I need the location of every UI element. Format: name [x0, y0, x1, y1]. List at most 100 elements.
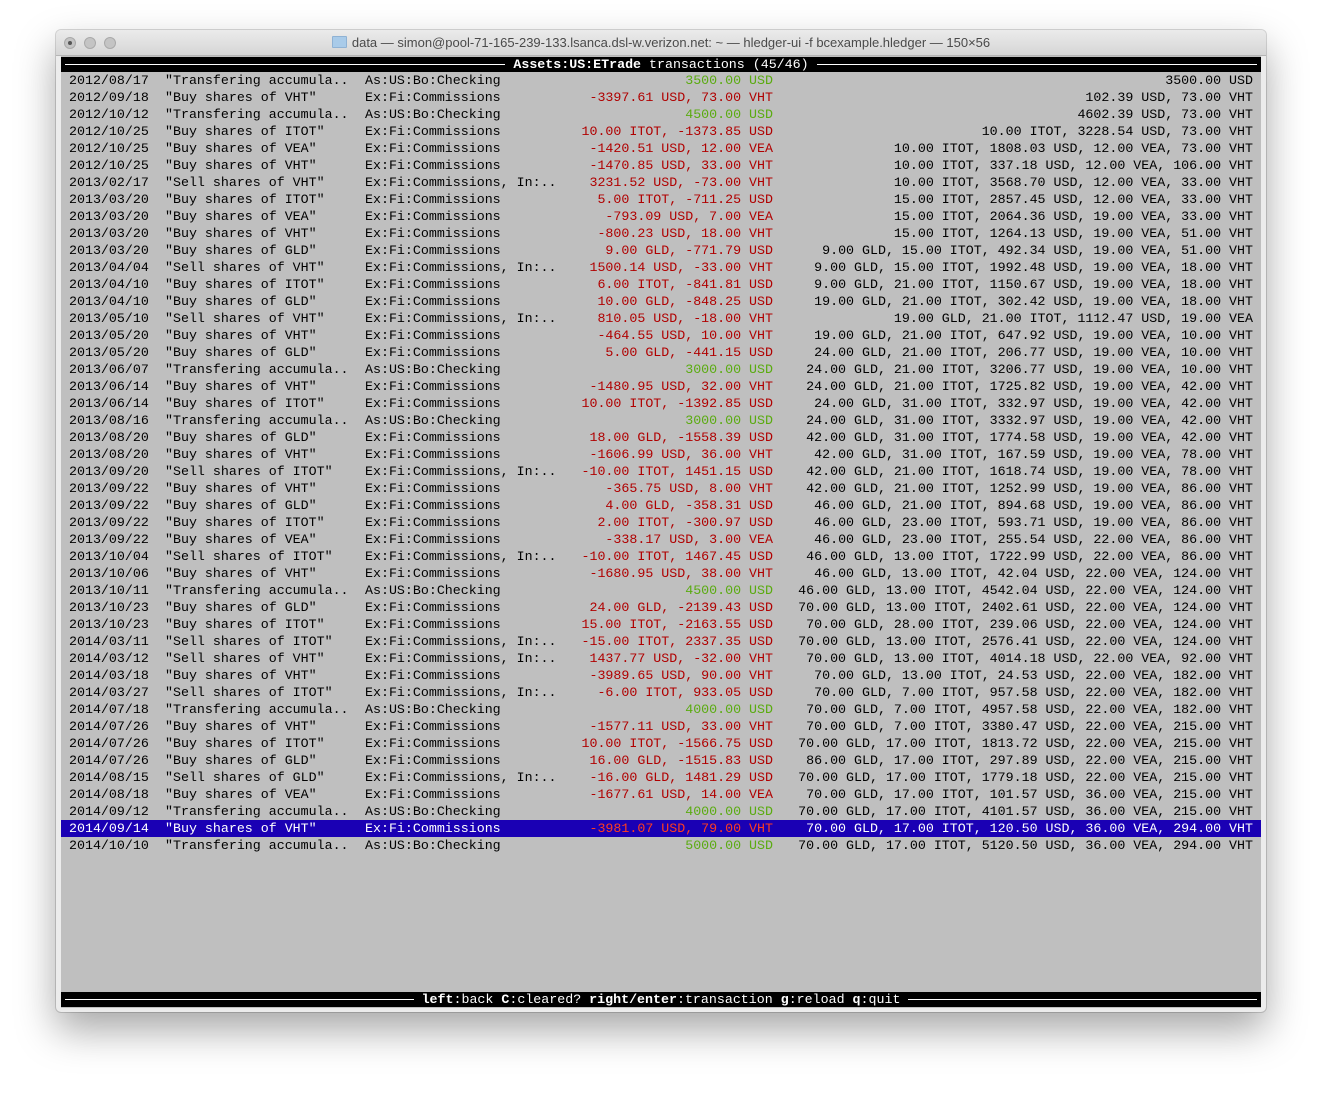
row-account: Ex:Fi:Commissions [365, 396, 501, 411]
row-balance: 24.00 GLD, 31.00 ITOT, 3332.97 USD, 19.0… [806, 413, 1253, 428]
transaction-row[interactable]: 2013/10/04 "Sell shares of ITOT" Ex:Fi:Com… [61, 548, 1261, 565]
transaction-row[interactable]: 2013/09/22 "Buy shares of ITOT" Ex:Fi:Comm… [61, 514, 1261, 531]
row-balance: 46.00 GLD, 21.00 ITOT, 894.68 USD, 19.00… [814, 498, 1253, 513]
transaction-row[interactable]: 2012/10/25 "Buy shares of VHT" Ex:Fi:Commi… [61, 157, 1261, 174]
transaction-row[interactable]: 2014/10/10 "Transfering accumula.. As:US:B… [61, 837, 1261, 854]
transaction-row[interactable]: 2014/03/12 "Sell shares of VHT" Ex:Fi:Comm… [61, 650, 1261, 667]
row-date: 2012/10/25 [69, 158, 149, 173]
transaction-row[interactable]: 2013/04/10 "Buy shares of ITOT" Ex:Fi:Comm… [61, 276, 1261, 293]
row-description: "Buy shares of VHT" [165, 719, 317, 734]
row-amount: 4500.00 USD [685, 583, 773, 598]
row-account: Ex:Fi:Commissions [365, 124, 501, 139]
row-description: "Buy shares of VEA" [165, 532, 317, 547]
row-date: 2014/07/26 [69, 719, 149, 734]
row-account: Ex:Fi:Commissions [365, 209, 501, 224]
footer-key: C [501, 992, 510, 1007]
transaction-row[interactable]: 2012/09/18 "Buy shares of VHT" Ex:Fi:Commi… [61, 89, 1261, 106]
terminal[interactable]: Assets:US:ETrade transactions (45/46) 20… [61, 56, 1261, 1008]
transaction-row[interactable]: 2012/10/25 "Buy shares of ITOT" Ex:Fi:Comm… [61, 123, 1261, 140]
transaction-row[interactable]: 2013/03/20 "Buy shares of VEA" Ex:Fi:Commi… [61, 208, 1261, 225]
transaction-row[interactable]: 2013/03/20 "Buy shares of GLD" Ex:Fi:Commi… [61, 242, 1261, 259]
transaction-list[interactable]: 2012/08/17 "Transfering accumula.. As:US:B… [61, 72, 1261, 854]
transaction-row[interactable]: 2013/04/04 "Sell shares of VHT" Ex:Fi:Comm… [61, 259, 1261, 276]
transaction-row[interactable]: 2013/09/22 "Buy shares of VEA" Ex:Fi:Commi… [61, 531, 1261, 548]
transaction-row[interactable]: 2013/09/22 "Buy shares of GLD" Ex:Fi:Commi… [61, 497, 1261, 514]
transaction-row[interactable]: 2013/04/10 "Buy shares of GLD" Ex:Fi:Commi… [61, 293, 1261, 310]
row-date: 2012/10/12 [69, 107, 149, 122]
row-account: As:US:Bo:Checking [365, 362, 501, 377]
row-account: Ex:Fi:Commissions, In:.. [365, 634, 557, 649]
footer-key: q [852, 992, 861, 1007]
footer-action[interactable]: reload [796, 992, 845, 1007]
row-amount: 5.00 ITOT, -711.25 USD [597, 192, 773, 207]
row-amount: 2.00 ITOT, -300.97 USD [597, 515, 773, 530]
transaction-row[interactable]: 2014/07/26 "Buy shares of VHT" Ex:Fi:Commi… [61, 718, 1261, 735]
transaction-row[interactable]: 2013/03/20 "Buy shares of VHT" Ex:Fi:Commi… [61, 225, 1261, 242]
row-balance: 86.00 GLD, 17.00 ITOT, 297.89 USD, 22.00… [806, 753, 1253, 768]
row-date: 2013/02/17 [69, 175, 149, 190]
transaction-row[interactable]: 2013/08/20 "Buy shares of GLD" Ex:Fi:Commi… [61, 429, 1261, 446]
row-amount: -1420.51 USD, 12.00 VEA [589, 141, 773, 156]
row-account: As:US:Bo:Checking [365, 804, 501, 819]
transaction-row-selected[interactable]: 2014/09/14 "Buy shares of VHT" Ex:Fi:Commi… [61, 820, 1261, 837]
row-balance: 70.00 GLD, 17.00 ITOT, 1813.72 USD, 22.0… [798, 736, 1253, 751]
transaction-row[interactable]: 2013/06/14 "Buy shares of VHT" Ex:Fi:Commi… [61, 378, 1261, 395]
terminal-window: data — simon@pool-71-165-239-133.lsanca.… [56, 30, 1266, 1012]
transaction-row[interactable]: 2014/03/11 "Sell shares of ITOT" Ex:Fi:Com… [61, 633, 1261, 650]
row-account: Ex:Fi:Commissions, In:.. [365, 685, 557, 700]
row-amount: 10.00 ITOT, -1373.85 USD [581, 124, 773, 139]
transaction-row[interactable]: 2013/08/20 "Buy shares of VHT" Ex:Fi:Commi… [61, 446, 1261, 463]
close-button[interactable] [64, 37, 76, 49]
row-account: Ex:Fi:Commissions [365, 226, 501, 241]
row-amount: -10.00 ITOT, 1467.45 USD [581, 549, 773, 564]
transaction-row[interactable]: 2013/06/07 "Transfering accumula.. As:US:B… [61, 361, 1261, 378]
transaction-row[interactable]: 2014/07/26 "Buy shares of GLD" Ex:Fi:Commi… [61, 752, 1261, 769]
transaction-row[interactable]: 2013/02/17 "Sell shares of VHT" Ex:Fi:Comm… [61, 174, 1261, 191]
transaction-row[interactable]: 2014/03/27 "Sell shares of ITOT" Ex:Fi:Com… [61, 684, 1261, 701]
transaction-row[interactable]: 2013/05/20 "Buy shares of VHT" Ex:Fi:Commi… [61, 327, 1261, 344]
row-account: Ex:Fi:Commissions, In:.. [365, 651, 557, 666]
transaction-row[interactable]: 2014/08/18 "Buy shares of VEA" Ex:Fi:Commi… [61, 786, 1261, 803]
folder-icon [331, 36, 347, 48]
transaction-row[interactable]: 2012/10/25 "Buy shares of VEA" Ex:Fi:Commi… [61, 140, 1261, 157]
row-balance: 46.00 GLD, 23.00 ITOT, 593.71 USD, 19.00… [814, 515, 1253, 530]
transaction-row[interactable]: 2014/03/18 "Buy shares of VHT" Ex:Fi:Commi… [61, 667, 1261, 684]
row-date: 2013/08/20 [69, 430, 149, 445]
row-balance: 70.00 GLD, 17.00 ITOT, 5120.50 USD, 36.0… [798, 838, 1253, 853]
transaction-row[interactable]: 2014/09/12 "Transfering accumula.. As:US:B… [61, 803, 1261, 820]
transaction-row[interactable]: 2013/05/10 "Sell shares of VHT" Ex:Fi:Comm… [61, 310, 1261, 327]
footer-action[interactable]: back [461, 992, 494, 1007]
row-balance: 9.00 GLD, 21.00 ITOT, 1150.67 USD, 19.00… [814, 277, 1253, 292]
transaction-row[interactable]: 2014/07/26 "Buy shares of ITOT" Ex:Fi:Comm… [61, 735, 1261, 752]
zoom-button[interactable] [104, 37, 116, 49]
transaction-row[interactable]: 2013/10/06 "Buy shares of VHT" Ex:Fi:Commi… [61, 565, 1261, 582]
row-date: 2013/05/10 [69, 311, 149, 326]
transaction-row[interactable]: 2013/10/23 "Buy shares of ITOT" Ex:Fi:Comm… [61, 616, 1261, 633]
transaction-row[interactable]: 2013/03/20 "Buy shares of ITOT" Ex:Fi:Comm… [61, 191, 1261, 208]
transaction-row[interactable]: 2013/05/20 "Buy shares of GLD" Ex:Fi:Commi… [61, 344, 1261, 361]
row-amount: -1470.85 USD, 33.00 VHT [589, 158, 773, 173]
row-amount: 6.00 ITOT, -841.81 USD [597, 277, 773, 292]
row-date: 2014/10/10 [69, 838, 149, 853]
transaction-row[interactable]: 2012/10/12 "Transfering accumula.. As:US:B… [61, 106, 1261, 123]
transaction-row[interactable]: 2014/08/15 "Sell shares of GLD" Ex:Fi:Comm… [61, 769, 1261, 786]
row-amount: 4500.00 USD [685, 107, 773, 122]
footer-action[interactable]: transaction [684, 992, 773, 1007]
row-amount: 5.00 GLD, -441.15 USD [605, 345, 773, 360]
row-amount: 10.00 GLD, -848.25 USD [597, 294, 773, 309]
footer-action[interactable]: quit [868, 992, 901, 1007]
transaction-row[interactable]: 2013/10/23 "Buy shares of GLD" Ex:Fi:Commi… [61, 599, 1261, 616]
transaction-row[interactable]: 2013/09/20 "Sell shares of ITOT" Ex:Fi:Com… [61, 463, 1261, 480]
transaction-row[interactable]: 2012/08/17 "Transfering accumula.. As:US:B… [61, 72, 1261, 89]
row-description: "Buy shares of ITOT" [165, 617, 325, 632]
transaction-row[interactable]: 2013/06/14 "Buy shares of ITOT" Ex:Fi:Comm… [61, 395, 1261, 412]
row-account: Ex:Fi:Commissions, In:.. [365, 260, 557, 275]
footer-action[interactable]: cleared? [517, 992, 582, 1007]
transaction-row[interactable]: 2013/08/16 "Transfering accumula.. As:US:B… [61, 412, 1261, 429]
row-date: 2013/09/22 [69, 498, 149, 513]
transaction-row[interactable]: 2013/09/22 "Buy shares of VHT" Ex:Fi:Commi… [61, 480, 1261, 497]
row-amount: 10.00 ITOT, -1392.85 USD [581, 396, 773, 411]
transaction-row[interactable]: 2013/10/11 "Transfering accumula.. As:US:B… [61, 582, 1261, 599]
minimize-button[interactable] [84, 37, 96, 49]
transaction-row[interactable]: 2014/07/18 "Transfering accumula.. As:US:B… [61, 701, 1261, 718]
